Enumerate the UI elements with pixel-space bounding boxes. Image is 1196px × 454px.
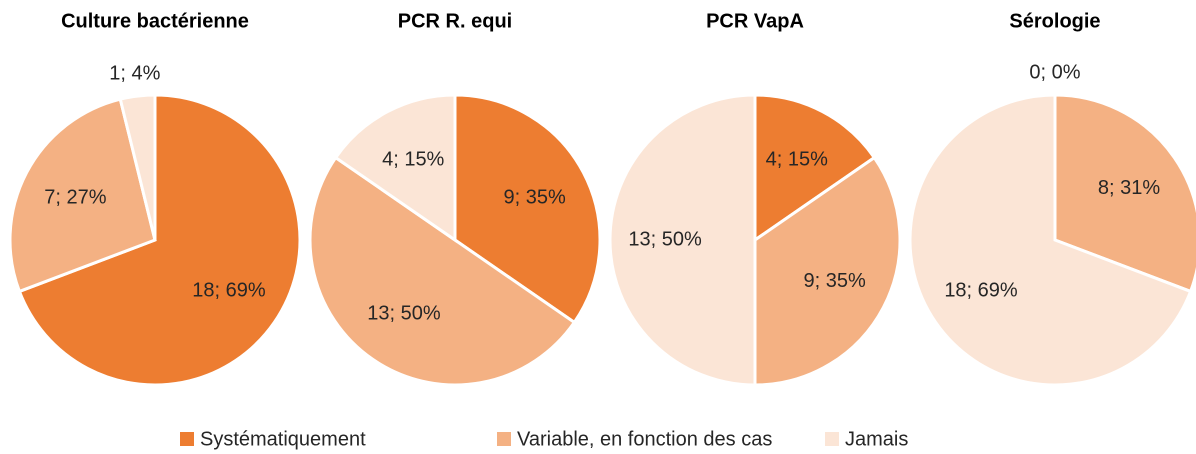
pie-slice: [753, 93, 877, 243]
legend-label: Variable, en fonction des cas: [517, 428, 772, 450]
data-label: 4; 15%: [766, 149, 828, 171]
data-label: 18; 69%: [192, 279, 266, 301]
pie-slice: [8, 97, 157, 294]
legend-label: Jamais: [845, 428, 908, 450]
pie-slice: [17, 93, 302, 387]
legend-swatch: [825, 432, 839, 446]
legend-swatch: [180, 432, 194, 446]
legend-swatch: [497, 432, 511, 446]
chart-title: PCR R. equi: [398, 10, 512, 32]
data-label: 7; 27%: [44, 187, 106, 209]
data-label: 13; 50%: [367, 302, 441, 324]
chart-title: PCR VapA: [706, 10, 804, 32]
data-label: 0; 0%: [1029, 61, 1080, 83]
data-label: 1; 4%: [109, 62, 160, 84]
chart-title: Culture bactérienne: [61, 10, 249, 32]
chart-title: Sérologie: [1009, 10, 1100, 32]
legend-label: Systématiquement: [200, 428, 366, 450]
data-label: 4; 15%: [382, 149, 444, 171]
pie-slice: [1053, 93, 1196, 294]
pie-slice: [908, 93, 1193, 387]
data-label: 18; 69%: [944, 279, 1018, 301]
data-label: 13; 50%: [628, 228, 702, 250]
pie-slice: [608, 93, 757, 387]
pie-slice: [308, 155, 577, 387]
pie-slice: [753, 155, 902, 387]
data-label: 9; 35%: [503, 187, 565, 209]
data-label: 9; 35%: [803, 270, 865, 292]
pie-slice: [118, 93, 157, 241]
pie-slice: [333, 93, 457, 243]
data-label: 8; 31%: [1098, 177, 1160, 199]
pie-slice: [453, 93, 602, 325]
